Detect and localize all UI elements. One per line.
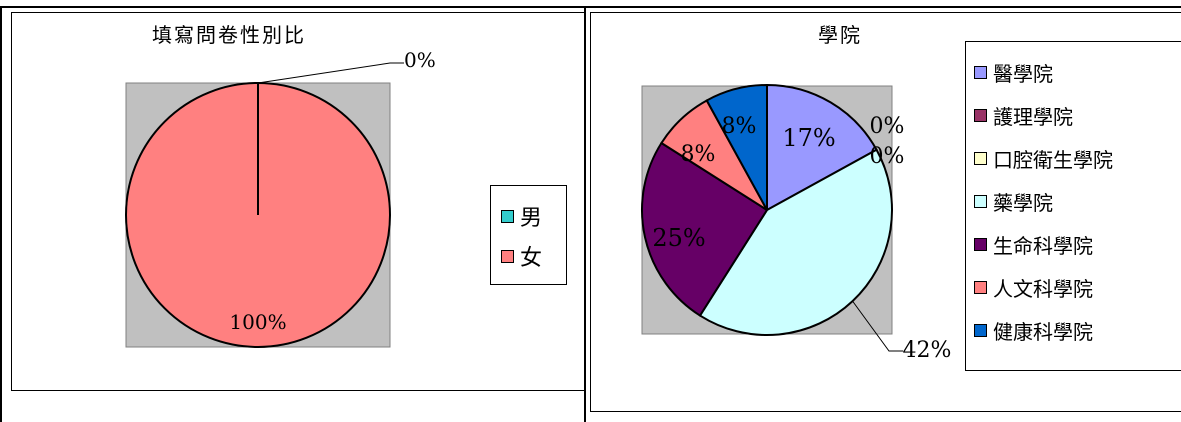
table-frame [0,6,1181,422]
legend-label: 藥學院 [993,191,1053,215]
gender-legend: 男女 [490,185,567,285]
data-label: 17% [782,124,835,152]
data-label: 42% [903,338,952,363]
college-pie-svg: 17% 0% 0% 42% 25% 8%8% [641,83,952,363]
data-label: 0% [870,144,905,169]
legend-label: 人文科學院 [993,277,1093,301]
legend-swatch [974,281,987,294]
legend-label: 口腔衛生學院 [993,148,1113,172]
legend-swatch [974,66,987,79]
legend-item: 女 [501,240,542,272]
legend-swatch [974,324,987,337]
legend-item: 口腔衛生學院 [974,144,1113,173]
legend-item: 藥學院 [974,187,1053,216]
legend-item: 護理學院 [974,101,1073,130]
data-label-leader-line [852,300,903,352]
legend-label: 生命科學院 [993,234,1093,258]
data-label: 0% [870,114,905,139]
pie-slice [766,83,878,212]
gender-chart-panel: 填寫問卷性別比 0% 100% 男女 [11,12,585,391]
legend-label: 醫學院 [993,62,1053,86]
legend-swatch [974,152,987,165]
table-middle-border [584,6,586,422]
legend-swatch [974,109,987,122]
legend-label: 健康科學院 [993,320,1093,344]
college-chart-panel: 學院 17% 0% 0% 42% 25% 8% 8% 醫學院護理學院口腔衛生學院 藥學院生命科… [590,12,1181,412]
data-label: 100% [229,310,286,334]
data-label-leader-line [257,62,404,84]
table-top-border [0,6,1181,8]
pie-slice [705,83,768,211]
table-left-border [0,6,2,422]
legend-swatch [974,195,987,208]
data-label: 8% [722,114,757,139]
legend-label: 女 [520,246,543,271]
legend-swatch [501,249,514,263]
gender-chart-title: 填寫問卷性別比 [152,23,306,47]
legend-label: 護理學院 [993,105,1073,129]
pie-slice [641,141,769,317]
legend-item: 人文科學院 [974,273,1093,302]
data-label: 8% [681,142,716,167]
gender-pie-svg: 0% 100% [125,48,436,348]
legend-item: 醫學院 [974,58,1053,87]
legend-item: 生命科學院 [974,230,1093,259]
college-chart-title: 學院 [818,23,862,47]
legend-item: 健康科學院 [974,316,1093,345]
data-label: 25% [652,224,705,252]
legend-swatch [501,209,514,223]
data-label: 0% [404,48,436,72]
pie-slice [698,148,893,336]
legend-label: 男 [520,206,543,231]
legend-item: 男 [501,200,542,232]
college-legend: 醫學院護理學院口腔衛生學院 藥學院生命科學院人文科學院健康科學院 [965,41,1181,371]
legend-swatch [974,238,987,251]
